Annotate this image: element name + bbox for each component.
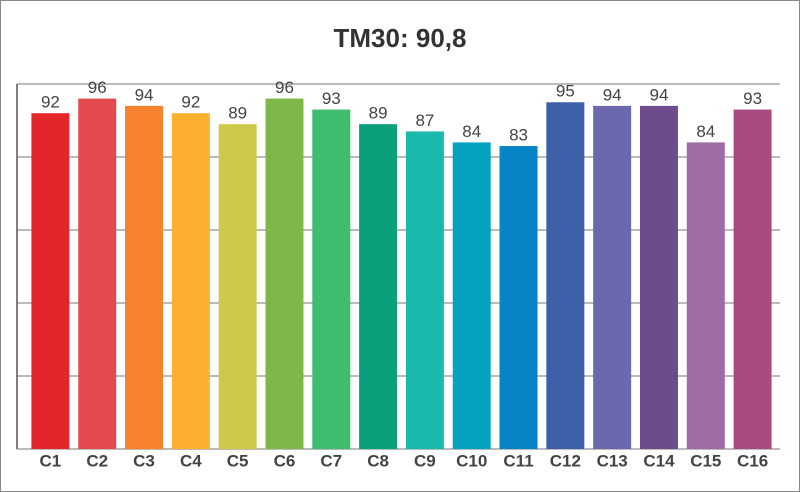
value-label: 94 (135, 85, 154, 104)
bar (312, 109, 351, 450)
value-label: 92 (41, 93, 60, 112)
value-label: 93 (322, 89, 341, 108)
bar (639, 105, 678, 450)
bar (405, 131, 444, 449)
bar (452, 142, 491, 449)
bar (31, 113, 70, 449)
bar (218, 124, 257, 450)
value-label: 89 (369, 104, 388, 123)
x-tick-label: C11 (503, 451, 533, 470)
bar (593, 105, 632, 450)
x-tick-label: C6 (274, 451, 296, 470)
x-tick-label: C3 (133, 451, 155, 470)
value-label: 89 (228, 104, 247, 123)
bar (499, 146, 538, 450)
bar (546, 102, 585, 449)
value-label: 83 (509, 126, 528, 145)
value-label: 96 (88, 78, 107, 97)
x-tick-label: C10 (456, 451, 487, 470)
x-tick-label: C14 (643, 451, 675, 470)
x-tick-label: C4 (180, 451, 202, 470)
x-tick-label: C12 (550, 451, 581, 470)
x-tick-label: C1 (40, 451, 62, 470)
x-tick-label: C15 (690, 451, 721, 470)
bar (733, 109, 772, 450)
bar (265, 98, 304, 449)
x-tick-label: C2 (86, 451, 108, 470)
bar (171, 113, 210, 449)
x-tick-label: C7 (320, 451, 342, 470)
x-tick-label: C16 (737, 451, 768, 470)
chart-title: TM30: 90,8 (334, 23, 467, 53)
value-label: 84 (696, 122, 715, 141)
value-label: 87 (415, 111, 434, 130)
x-tick-label: C5 (227, 451, 249, 470)
value-label: 95 (556, 82, 575, 101)
bar (359, 124, 398, 450)
value-label: 94 (603, 85, 622, 104)
bar (686, 142, 725, 449)
x-tick-label: C9 (414, 451, 436, 470)
x-tick-label: C13 (597, 451, 628, 470)
value-label: 92 (181, 93, 200, 112)
value-label: 94 (650, 85, 669, 104)
bar (78, 98, 117, 449)
x-tick-label: C8 (367, 451, 389, 470)
value-label: 84 (462, 122, 481, 141)
value-label: 96 (275, 78, 294, 97)
value-label: 93 (743, 89, 762, 108)
bar (125, 105, 164, 450)
